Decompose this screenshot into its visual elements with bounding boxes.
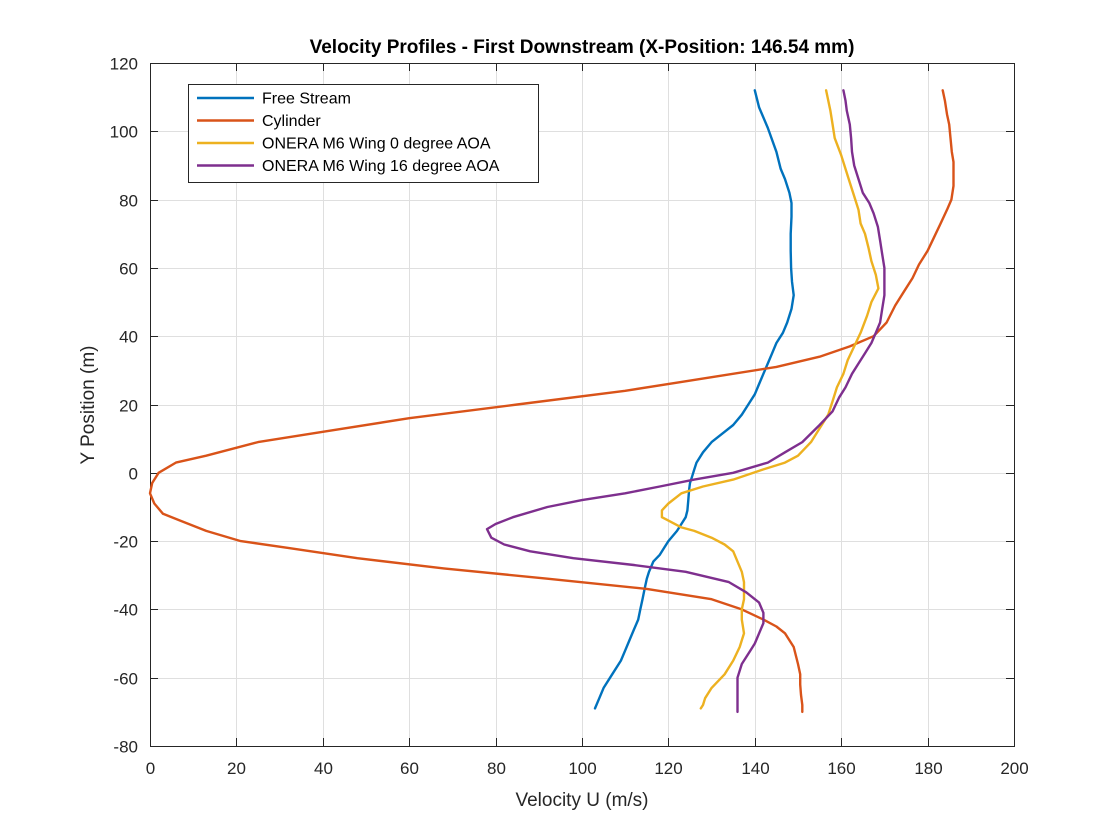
y-tick-label: 40 [119,328,138,347]
y-tick-label: 120 [110,55,138,74]
y-tick-label: -60 [113,670,138,689]
y-axis-label: Y Position (m) [78,346,99,465]
y-tick-label: -20 [113,533,138,552]
x-tick-label: 180 [914,759,942,778]
x-axis-label: Velocity U (m/s) [515,790,648,811]
y-tick-label: -40 [113,601,138,620]
legend-items: Free Stream Cylinder ONERA M6 Wing 0 degre… [197,91,500,175]
x-tick-label: 120 [654,759,682,778]
y-tick-label: -80 [113,738,138,757]
legend-entry: Free Stream [262,91,351,108]
x-tick-label: 160 [827,759,855,778]
series-line-4 [485,89,886,714]
data-series [148,89,955,714]
y-tick-label: 80 [119,192,138,211]
x-tick-label: 100 [568,759,596,778]
x-tick-label: 20 [227,759,246,778]
y-tick-label: 20 [119,397,138,416]
y-tick-label: 0 [129,465,138,484]
legend-entry: ONERA M6 Wing 0 degree AOA [262,136,491,153]
y-tick-label: 60 [119,260,138,279]
axis-ticks: 0 20 40 60 80 100 120 140 160 180 200 -80 -60 -40 -20 0… [110,55,1029,779]
x-tick-label: 40 [314,759,333,778]
series-line-1 [593,89,795,710]
x-tick-label: 60 [400,759,419,778]
y-tick-label: 100 [110,123,138,142]
legend-entry: Cylinder [262,113,321,130]
series-line-3 [660,89,880,710]
chart-title: Velocity Profiles - First Downstream (X-… [310,37,855,58]
legend-entry: ONERA M6 Wing 16 degree AOA [262,158,500,175]
series-line-2 [148,89,955,714]
x-tick-label: 200 [1000,759,1028,778]
x-tick-label: 80 [487,759,506,778]
legend: Free Stream Cylinder ONERA M6 Wing 0 degre… [188,84,539,183]
x-tick-label: 140 [741,759,769,778]
x-tick-label: 0 [146,759,155,778]
